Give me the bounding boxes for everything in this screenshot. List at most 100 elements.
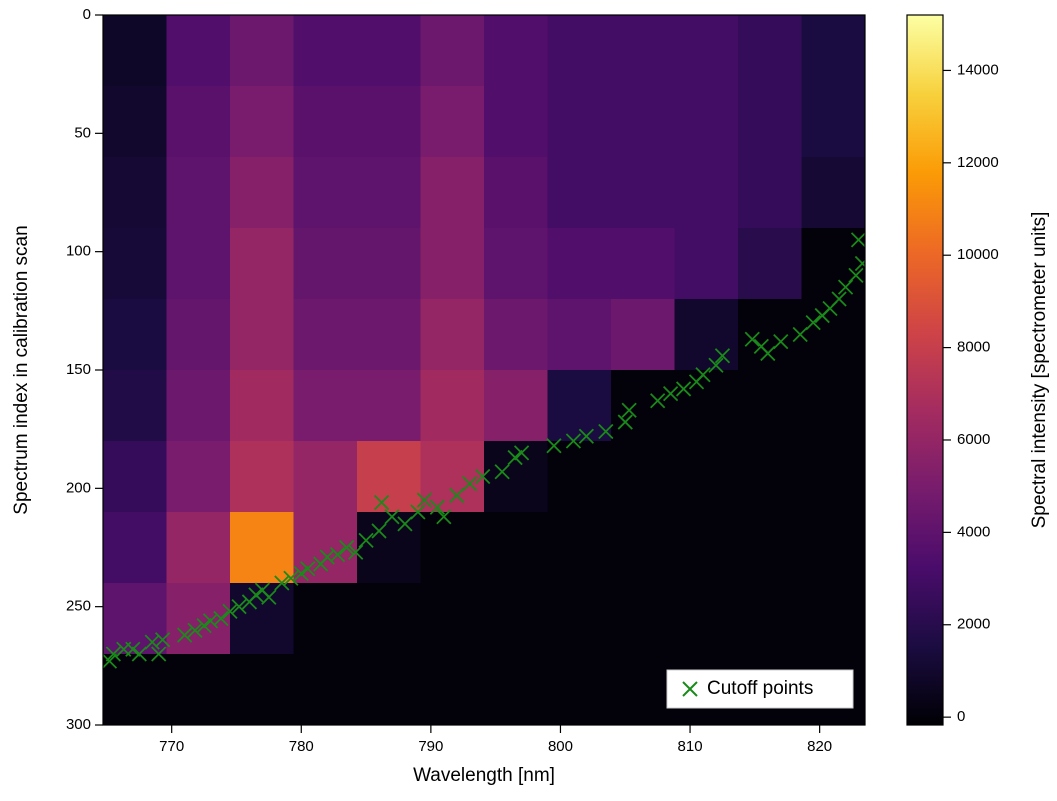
cutoff-marker [261, 589, 277, 605]
cutoff-marker [410, 504, 426, 520]
heatmap-cell [230, 86, 294, 158]
cutoff-marker [831, 291, 847, 307]
heatmap-cell [357, 654, 421, 725]
cutoff-marker [329, 546, 346, 563]
cutoff-marker [744, 331, 760, 347]
heatmap-cell [103, 512, 167, 584]
legend-marker [682, 681, 698, 697]
heatmap-cell [103, 370, 167, 442]
cutoff-marker [848, 267, 864, 283]
heatmap-cell [166, 15, 231, 87]
heatmap-cell [420, 370, 485, 442]
cutoff-marker [578, 428, 595, 444]
cutoff-marker [850, 232, 865, 248]
x-tick-label: 780 [289, 738, 314, 755]
heatmap-cell [611, 370, 675, 442]
cutoff-marker [462, 475, 478, 492]
cutoff-marker [760, 345, 776, 362]
heatmap-cell [611, 441, 675, 513]
heatmap-cell [611, 228, 675, 300]
cutoff-marker [714, 348, 731, 364]
heatmap-cell [484, 512, 548, 584]
heatmap-cell [103, 441, 167, 513]
heatmap-cell [547, 370, 612, 442]
heatmap-cell [738, 583, 802, 655]
heatmap-cell [166, 370, 231, 442]
heatmap-cell [484, 441, 548, 513]
y-tick-label: 50 [74, 124, 91, 141]
heatmap-cell [103, 299, 167, 371]
heatmap-cell [484, 583, 548, 655]
heatmap-cell [738, 370, 802, 442]
heatmap-cell [738, 15, 802, 87]
heatmap-cell [230, 228, 294, 300]
cutoff-marker [222, 603, 238, 620]
heatmap-cell [738, 228, 802, 300]
cutoff-marker [565, 433, 582, 449]
cutoff-marker [105, 646, 122, 662]
heatmap-cell [547, 157, 612, 229]
heatmap-cell [103, 86, 167, 158]
heatmap-cell [357, 15, 421, 87]
cutoff-marker [187, 622, 203, 638]
y-tick-label: 250 [66, 598, 91, 615]
heatmap-cell [103, 228, 167, 300]
heatmap-cell [357, 299, 421, 371]
cutoff-marker [546, 438, 562, 454]
y-tick-label: 200 [66, 479, 91, 496]
heatmap-cell [484, 15, 548, 87]
cutoff-marker [154, 632, 171, 648]
cutoff-marker [177, 627, 193, 643]
heatmap-cell [738, 512, 802, 584]
heatmap-cell [357, 157, 421, 229]
x-tick-label: 770 [159, 738, 184, 755]
heatmap-cell [674, 512, 739, 584]
cutoff-marker [319, 549, 335, 565]
heatmap-cell [484, 228, 548, 300]
x-tick-label: 800 [548, 738, 573, 755]
heatmap-cell [230, 15, 294, 87]
cutoff-marker [650, 393, 666, 409]
cutoff-marker [384, 509, 400, 525]
heatmap-cell [611, 654, 675, 725]
cutoff-marker [507, 449, 523, 466]
cutoff-marker [231, 599, 247, 615]
cutoff-marker [248, 587, 264, 603]
heatmap-cell [611, 157, 675, 229]
colorbar-tick-label: 12000 [957, 154, 999, 171]
heatmap-cell [738, 157, 802, 229]
cutoff-marker [300, 561, 316, 577]
heatmap-cell [547, 228, 612, 300]
heatmap-cell [230, 654, 294, 725]
heatmap-cell [674, 228, 739, 300]
heatmap-cell [420, 512, 485, 584]
cutoff-marker [125, 641, 141, 657]
cutoff-marker [196, 617, 212, 634]
cutoff-marker [621, 402, 637, 418]
cutoff-marker [854, 255, 865, 272]
plot [103, 15, 865, 725]
heatmap-cell [801, 583, 865, 655]
heatmap-cell [357, 370, 421, 442]
heatmap-cell [357, 512, 421, 584]
heatmap-cell [166, 157, 231, 229]
heatmap-cell [801, 370, 865, 442]
heatmap-cell [357, 583, 421, 655]
heatmap-cell [230, 157, 294, 229]
heatmap-cell [484, 86, 548, 158]
x-axis-label: Wavelength [nm] [413, 765, 555, 786]
colorbar-label: Spectral intensity [spectrometer units] [1029, 212, 1050, 529]
heatmap-cell [420, 15, 485, 87]
heatmap-cell [293, 299, 358, 371]
colorbar-tick-label: 14000 [957, 61, 999, 78]
heatmap-cell [420, 157, 485, 229]
heatmap-cell [801, 15, 865, 87]
heatmap-cell [547, 441, 612, 513]
cutoff-marker [773, 333, 789, 350]
cutoff-marker [695, 367, 711, 383]
heatmap-cell [547, 15, 612, 87]
cutoff-marker [103, 653, 118, 669]
cutoff-marker [358, 532, 374, 549]
x-tick-label: 810 [678, 738, 703, 755]
heatmap-cell [801, 86, 865, 158]
